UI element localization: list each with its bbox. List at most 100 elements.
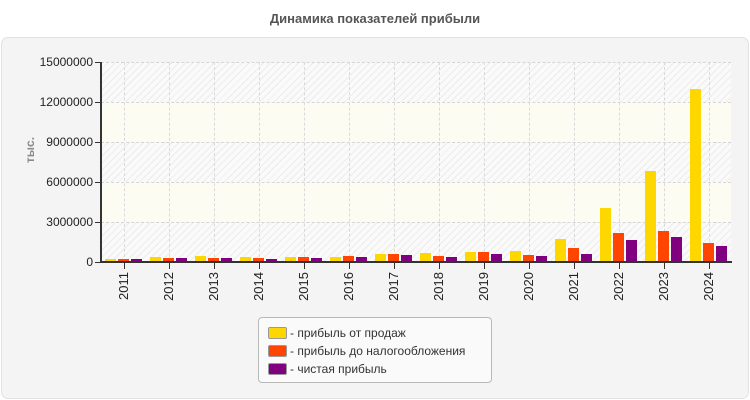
y-tick (95, 142, 101, 143)
bar-2016-net-profit[interactable] (356, 257, 367, 261)
v-gridline (573, 62, 575, 262)
bar-2019-net-profit[interactable] (491, 253, 502, 261)
h-gridline (101, 222, 731, 223)
x-tick-label: 2014 (250, 272, 266, 301)
bar-2017-sales-profit[interactable] (375, 253, 386, 261)
bar-2012-pretax-profit[interactable] (163, 257, 174, 261)
bar-2020-pretax-profit[interactable] (523, 255, 534, 261)
y-tick (95, 102, 101, 103)
bar-2015-pretax-profit[interactable] (298, 256, 309, 261)
bar-2018-sales-profit[interactable] (420, 253, 431, 261)
bar-2012-net-profit[interactable] (176, 257, 187, 261)
v-gridline (438, 62, 440, 262)
bar-2016-pretax-profit[interactable] (343, 255, 354, 261)
bar-2018-net-profit[interactable] (446, 257, 457, 261)
x-tick (258, 263, 260, 269)
bar-2023-pretax-profit[interactable] (658, 231, 669, 261)
legend-item: - прибыль от продаж (268, 325, 406, 341)
bar-2021-pretax-profit[interactable] (568, 248, 579, 261)
x-tick (483, 263, 485, 269)
x-tick-label: 2016 (340, 272, 356, 301)
bar-2013-pretax-profit[interactable] (208, 257, 219, 261)
bar-2016-sales-profit[interactable] (330, 257, 341, 261)
bar-2015-net-profit[interactable] (311, 257, 322, 261)
bar-2011-net-profit[interactable] (131, 259, 142, 261)
plot-band (101, 102, 731, 142)
bar-2022-pretax-profit[interactable] (613, 233, 624, 261)
bar-2018-pretax-profit[interactable] (433, 255, 444, 261)
v-gridline (213, 62, 215, 262)
x-tick-label: 2021 (565, 272, 581, 301)
x-tick-label: 2011 (115, 272, 131, 300)
y-tick-label: 9000000 (46, 135, 93, 149)
x-tick (618, 263, 620, 269)
v-gridline (528, 62, 530, 262)
bar-2012-sales-profit[interactable] (150, 256, 161, 261)
x-tick-label: 2018 (430, 272, 446, 301)
x-tick (213, 263, 215, 269)
y-tick (95, 62, 101, 63)
bar-2023-net-profit[interactable] (671, 237, 682, 261)
v-gridline (663, 62, 665, 262)
y-tick-label: 6000000 (46, 175, 93, 189)
h-gridline (101, 142, 731, 143)
plot-band (101, 142, 731, 182)
x-tick-label: 2012 (160, 272, 176, 301)
bar-2014-pretax-profit[interactable] (253, 257, 264, 261)
plot-area: 0 3000000 6000000 9000000 12000000 15000000 20… (40, 55, 732, 301)
bar-2020-net-profit[interactable] (536, 255, 547, 261)
bar-2014-sales-profit[interactable] (240, 256, 251, 261)
x-tick-label: 2022 (610, 272, 626, 301)
legend-label: - прибыль от продаж (290, 326, 406, 340)
x-tick (438, 263, 440, 269)
x-tick (393, 263, 395, 269)
x-tick (123, 263, 125, 269)
x-tick (528, 263, 530, 269)
bar-2022-net-profit[interactable] (626, 239, 637, 261)
bar-2017-net-profit[interactable] (401, 255, 412, 261)
legend-swatch-icon (268, 363, 287, 375)
y-tick-label: 3000000 (46, 215, 93, 229)
x-tick-label: 2020 (520, 272, 536, 301)
bar-2013-sales-profit[interactable] (195, 255, 206, 261)
x-tick-label: 2024 (700, 272, 716, 301)
bar-2024-pretax-profit[interactable] (703, 243, 714, 261)
bar-2024-net-profit[interactable] (716, 246, 727, 261)
legend-swatch-icon (268, 345, 287, 357)
bar-2019-sales-profit[interactable] (465, 251, 476, 261)
v-gridline (483, 62, 485, 262)
v-gridline (393, 62, 395, 262)
bar-2011-pretax-profit[interactable] (118, 259, 129, 261)
bar-2020-sales-profit[interactable] (510, 251, 521, 261)
bar-2014-net-profit[interactable] (266, 258, 277, 261)
chart-title: Динамика показателей прибыли (269, 11, 481, 26)
bar-2024-sales-profit[interactable] (690, 89, 701, 261)
legend-swatch-icon (268, 327, 287, 339)
bar-2019-pretax-profit[interactable] (478, 252, 489, 261)
bar-2021-sales-profit[interactable] (555, 239, 566, 261)
y-axis (100, 62, 102, 263)
bar-2022-sales-profit[interactable] (600, 207, 611, 261)
x-tick (348, 263, 350, 269)
v-gridline (708, 62, 710, 262)
x-tick-label: 2015 (295, 272, 311, 301)
x-tick (303, 263, 305, 269)
x-tick (663, 263, 665, 269)
bar-2023-sales-profit[interactable] (645, 171, 656, 261)
x-tick-label: 2023 (655, 272, 671, 301)
y-tick-label: 15000000 (39, 55, 93, 69)
y-tick-label: 0 (86, 255, 93, 269)
bar-2013-net-profit[interactable] (221, 257, 232, 261)
bar-2015-sales-profit[interactable] (285, 256, 296, 261)
bar-2011-sales-profit[interactable] (105, 258, 116, 261)
bar-2017-pretax-profit[interactable] (388, 253, 399, 261)
h-gridline (101, 62, 731, 63)
h-gridline (101, 182, 731, 183)
v-gridline (123, 62, 125, 262)
x-tick (168, 263, 170, 269)
y-tick (95, 182, 101, 183)
v-gridline (303, 62, 305, 262)
y-tick (95, 262, 101, 263)
plot-band (101, 182, 731, 222)
bar-2021-net-profit[interactable] (581, 253, 592, 261)
